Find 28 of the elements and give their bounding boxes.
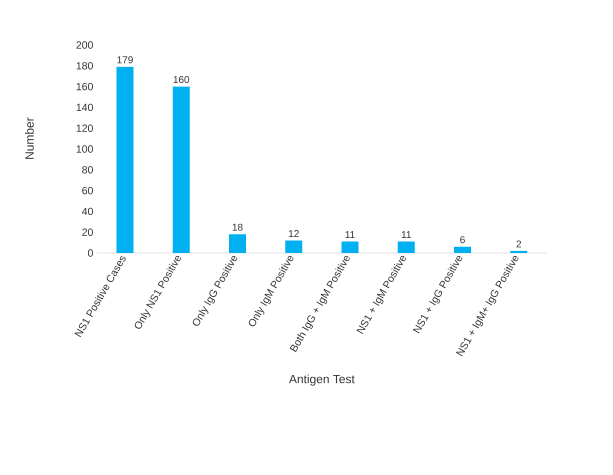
bar — [454, 246, 472, 253]
data-label: 12 — [288, 230, 299, 237]
bar — [172, 86, 190, 253]
data-label: 6 — [460, 236, 465, 244]
y-tick-label: 80 — [82, 166, 93, 174]
bar — [229, 234, 246, 253]
y-tick-label: 200 — [76, 41, 93, 49]
y-tick-label: 180 — [76, 62, 93, 70]
y-tick-label: 60 — [82, 186, 93, 194]
y-tick-label: 0 — [88, 249, 93, 257]
y-tick-label: 20 — [82, 228, 93, 236]
data-label: 11 — [402, 231, 411, 238]
data-label: 160 — [174, 76, 190, 84]
y-tick-label: 100 — [76, 145, 93, 153]
y-tick-label: 140 — [76, 104, 93, 112]
data-label: 2 — [516, 240, 522, 248]
bar — [342, 242, 358, 253]
y-tick-label: 160 — [76, 82, 93, 90]
bar — [398, 242, 415, 253]
y-tick-label: 40 — [82, 208, 93, 216]
data-label: 11 — [346, 231, 355, 238]
bar — [285, 240, 302, 253]
y-axis-title: Number — [24, 118, 34, 159]
data-label: 18 — [232, 224, 243, 231]
data-label: 179 — [117, 56, 133, 64]
y-tick-label: 120 — [76, 124, 93, 132]
bar — [116, 66, 134, 253]
x-axis-title: Antigen Test — [288, 374, 355, 386]
